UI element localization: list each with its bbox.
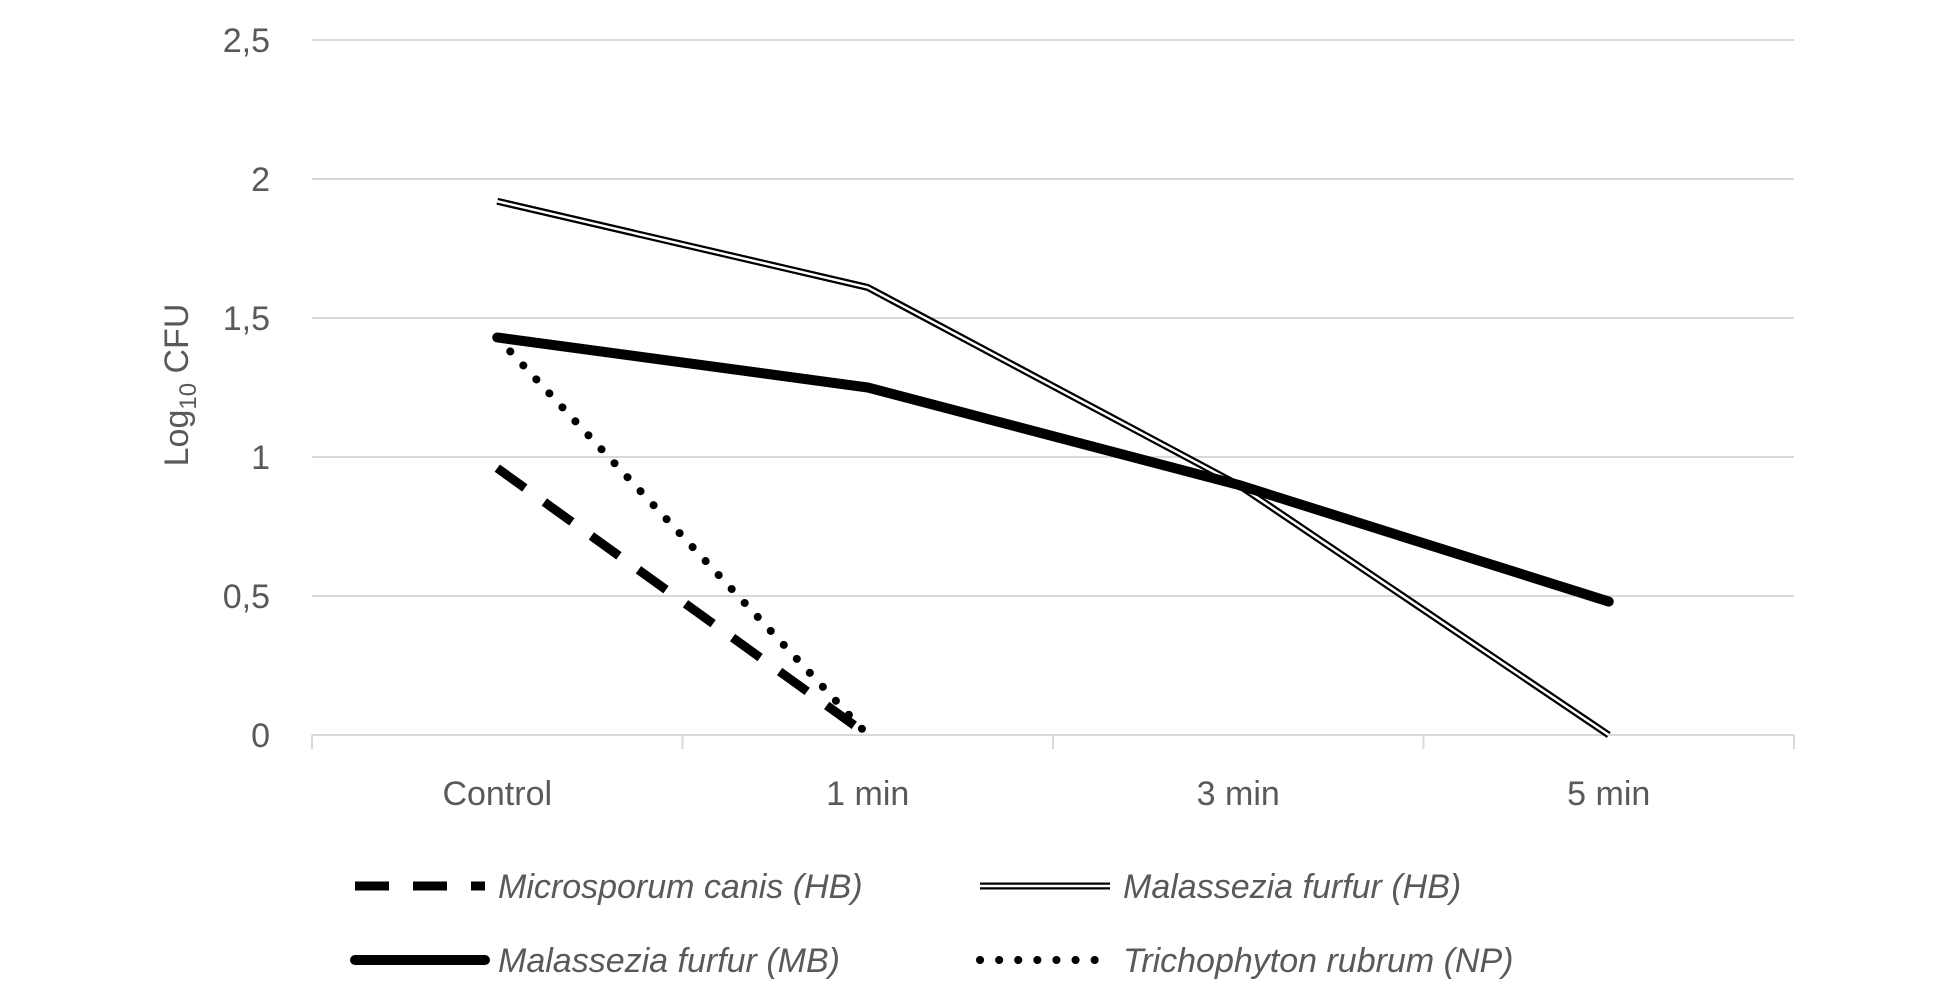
legend-label: Trichophyton rubrum (NP) [1123,942,1514,980]
y-tick-label: 0 [251,717,270,755]
series-lines [492,197,1614,739]
legend-label: Malassezia furfur (MB) [498,942,840,980]
legend: Microsporum canis (HB) Malassezia furfur … [350,868,1514,980]
y-tick-label: 0,5 [223,578,270,616]
legend-item: Malassezia furfur (HB) [980,868,1461,906]
y-axis-label: Log10 CFU [158,304,202,467]
y-tick-label: 1 [251,439,270,477]
y-tick-label: 2 [251,161,270,199]
y-tick-labels: 0 0,5 1 1,5 2 2,5 [223,22,270,755]
gridlines [311,39,1795,749]
series-line-0 [494,464,871,739]
y-tick-label: 2,5 [223,22,270,60]
x-tick-labels: Control 1 min 3 min 5 min [442,775,1650,813]
y-tick-label: 1,5 [223,300,270,338]
x-tick-label: Control [442,775,552,813]
series-line-2 [492,332,1614,607]
x-tick-label: 1 min [826,775,909,813]
legend-label: Malassezia furfur (HB) [1123,868,1461,906]
legend-label: Microsporum canis (HB) [498,868,863,906]
series-line-1 [496,197,1611,738]
legend-item: Microsporum canis (HB) [355,868,863,906]
x-tick-label: 5 min [1567,775,1650,813]
series-line-3 [493,333,872,739]
legend-item: Malassezia furfur (MB) [350,942,840,980]
series-line-1-inner [496,200,1610,737]
x-tick-label: 3 min [1197,775,1280,813]
legend-item: Trichophyton rubrum (NP) [976,942,1514,980]
